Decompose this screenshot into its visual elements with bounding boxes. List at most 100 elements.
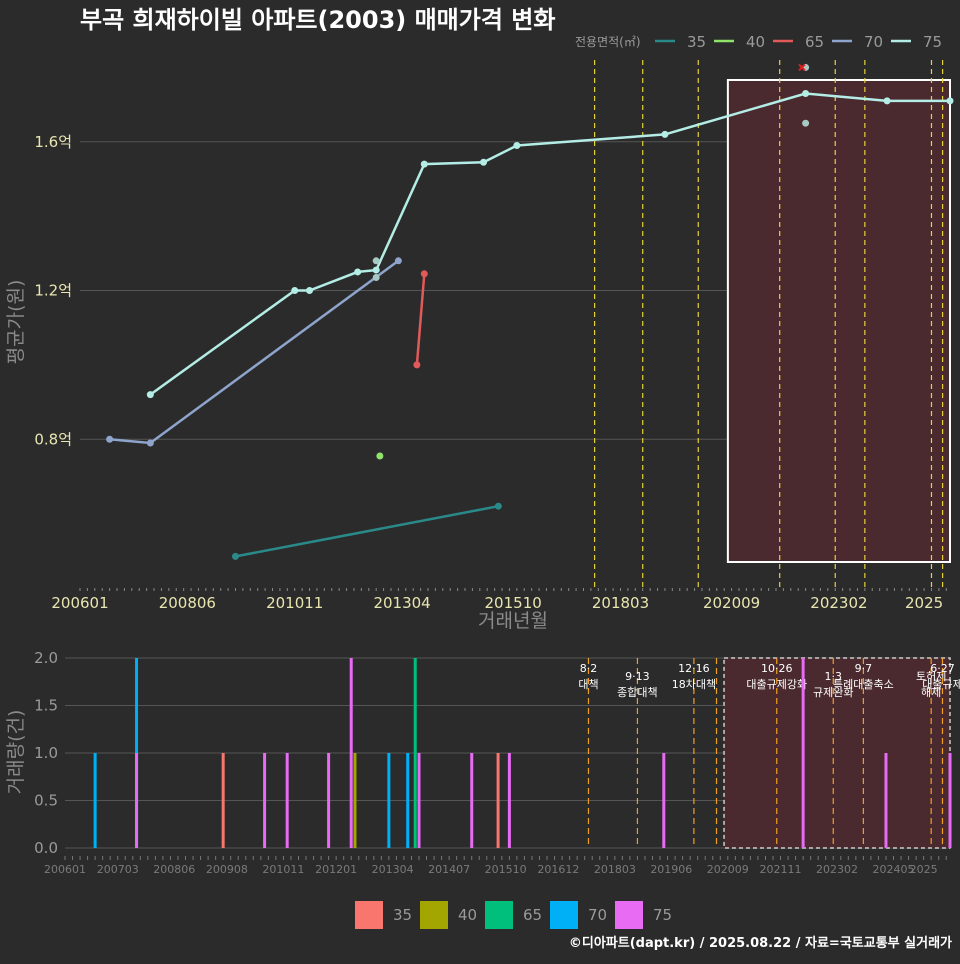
policy-label-line: 특례대출축소 [833, 678, 894, 691]
legend-label-40: 40 [746, 33, 765, 51]
legend-label-70: 70 [864, 33, 883, 51]
policy-label-line: 10·26 [761, 662, 793, 675]
x2-tick-label: 201906 [650, 863, 692, 876]
bar-legend-label-40: 40 [458, 906, 477, 924]
y2-tick-label: 2.0 [34, 649, 58, 667]
x-axis-title: 거래년월 [478, 610, 548, 632]
policy-label-line: 1·3 [825, 670, 843, 683]
policy-label-line: 8·2 [580, 662, 598, 675]
x2-tick-label: 201304 [372, 863, 414, 876]
chart-title: 부곡 희재하이빌 아파트(2003) 매매가격 변화 [80, 6, 555, 34]
data-point-40 [376, 452, 384, 460]
volume-bar-35 [221, 753, 225, 848]
x2-tick-label: 202405 [873, 863, 915, 876]
data-point-75 [946, 97, 954, 105]
bar-legend-key-65 [485, 901, 513, 929]
volume-bar-75 [507, 753, 511, 848]
x-tick-label: 2025 [905, 594, 943, 612]
y-axis-title: 평균가(원) [5, 280, 27, 365]
volume-bar-75 [948, 753, 952, 848]
data-point-75 [513, 142, 521, 150]
volume-bar-70 [406, 753, 410, 848]
price-chart-axis: 200601 200806 201011 201304 201510 201803 2020… [51, 588, 947, 612]
legend-label-35: 35 [687, 33, 706, 51]
volume-bar-75 [349, 658, 353, 848]
x2-tick-label: 202009 [707, 863, 749, 876]
y-tick-label: 1.2억 [34, 282, 72, 300]
volume-bar-75 [285, 753, 289, 848]
price-chart-series [106, 63, 954, 560]
volume-bar-35 [496, 753, 500, 848]
y2-tick-label: 1.0 [34, 744, 58, 762]
x-tick-label: 202302 [810, 594, 867, 612]
data-point-75 [291, 287, 299, 295]
x2-tick-label: 201407 [428, 863, 470, 876]
data-point-75 [372, 274, 380, 282]
x2-tick-label: 2025 [910, 863, 938, 876]
policy-label-line: 9·13 [625, 670, 650, 683]
volume-bar-70 [387, 753, 391, 848]
volume-bar-75 [263, 753, 267, 848]
policy-label: 10·26 대출규제강화 [746, 662, 807, 691]
volume-chart-bars [93, 658, 952, 848]
data-point-75 [146, 391, 154, 399]
volume-bar-75 [417, 753, 421, 848]
x2-tick-label: 200908 [206, 863, 248, 876]
volume-chart-axis: 200601 200703 200806 200908 201011 201201 2013… [44, 856, 947, 876]
series-line-65 [415, 273, 426, 366]
y-tick-label: 1.6억 [34, 133, 72, 151]
bar-legend-label-35: 35 [393, 906, 412, 924]
y2-tick-label: 0.5 [34, 792, 58, 810]
policy-label-line: 9·7 [855, 662, 873, 675]
policy-label-line: 대출규제 [922, 678, 960, 691]
x2-tick-label: 201510 [485, 863, 527, 876]
volume-bar-40 [353, 753, 357, 848]
policy-label: 토허제 해제 [916, 670, 946, 699]
legend-title: 전용면적(㎡) [575, 35, 641, 49]
data-point-35 [231, 552, 239, 560]
x2-tick-label: 200806 [153, 863, 195, 876]
x2-tick-label: 201201 [315, 863, 357, 876]
x2-tick-label: 201612 [537, 863, 579, 876]
policy-label-line: 종합대책 [617, 686, 657, 699]
policy-label-line: 대책 [578, 678, 598, 691]
policy-label-line: 토허제 [916, 670, 946, 683]
bar-legend-label-70: 70 [588, 906, 607, 924]
x-tick-label: 201510 [485, 594, 542, 612]
x-tick-label: 201011 [266, 594, 323, 612]
data-point-65 [420, 270, 428, 278]
volume-bar-75 [327, 753, 331, 848]
policy-label: 12·16 18차대책 [672, 662, 716, 691]
x2-tick-label: 200601 [44, 863, 86, 876]
highlight-period-box [723, 657, 951, 849]
line-legend: 전용면적(㎡) 35 40 65 70 75 [575, 33, 942, 51]
x2-tick-label: 202302 [816, 863, 858, 876]
bar-legend: 35 40 65 70 75 [355, 901, 672, 929]
data-point-75 [802, 89, 810, 97]
volume-chart-highlight [723, 657, 951, 849]
policy-label-line: 18차대책 [672, 678, 716, 691]
volume-bar-75 [135, 753, 139, 848]
x-tick-label: 200601 [51, 594, 108, 612]
y2-tick-label: 0.0 [34, 839, 58, 857]
data-point-75 [661, 130, 669, 138]
x-tick-label: 201304 [373, 594, 430, 612]
y-tick-label: 0.8억 [34, 430, 72, 448]
data-point-70 [394, 257, 402, 265]
x-tick-label: 200806 [159, 594, 216, 612]
x-tick-label: 201803 [592, 594, 649, 612]
cross-marker [798, 63, 806, 72]
bar-legend-label-75: 75 [653, 906, 672, 924]
volume-bar-75 [801, 658, 805, 848]
policy-label: 8·2 대책 [578, 662, 598, 691]
policy-label-line: 6·27 [930, 662, 955, 675]
x2-tick-label: 201803 [594, 863, 636, 876]
policy-label: 6·27 대출규제 [922, 662, 960, 691]
bar-legend-key-70 [550, 901, 578, 929]
x2-tick-label: 201011 [262, 863, 304, 876]
data-point-75 [802, 119, 810, 127]
bar-legend-label-65: 65 [523, 906, 542, 924]
policy-label: 9·7 특례대출축소 [833, 662, 894, 691]
